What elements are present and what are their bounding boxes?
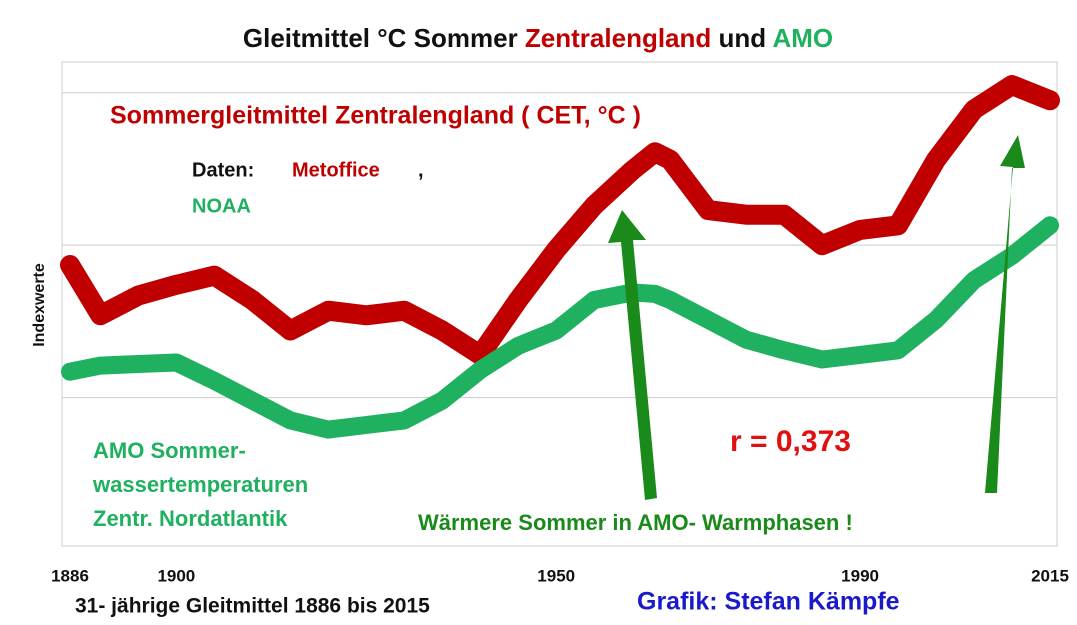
- annotation: Daten:: [192, 159, 254, 181]
- plot-frame: [61, 61, 1058, 547]
- lines: [60, 75, 1060, 439]
- annotation: Metoffice: [292, 159, 380, 181]
- annotation: wassertemperaturen: [92, 472, 308, 497]
- credit: Grafik: Stefan Kämpfe: [637, 588, 900, 616]
- x-tick-label: 1900: [157, 566, 195, 585]
- annotation: NOAA: [192, 195, 251, 217]
- x-tick-label: 1990: [841, 566, 879, 585]
- chart-title: Gleitmittel °C Sommer Zentralengland und…: [243, 23, 833, 53]
- x-tick-label: 1886: [51, 566, 89, 585]
- footer: 31- jährige Gleitmittel 1886 bis 2015: [75, 595, 430, 618]
- y-axis-label: Indexwerte: [31, 263, 48, 347]
- series-line: [61, 216, 1059, 439]
- annotation: ,: [418, 159, 424, 181]
- title-part: Gleitmittel °C Sommer: [243, 23, 518, 53]
- arrow: [985, 135, 1025, 493]
- annotation: Wärmere Sommer in AMO- Warmphasen !: [418, 510, 853, 535]
- series-line: [60, 75, 1060, 365]
- title-part: AMO: [772, 23, 833, 53]
- x-tick-label: 1950: [537, 566, 575, 585]
- annotation: r = 0,373: [730, 425, 851, 458]
- title-part: Zentralengland: [525, 23, 711, 53]
- arrow: [608, 210, 657, 500]
- annotation: Sommergleitmittel Zentralengland ( CET, …: [110, 102, 641, 130]
- annotation: AMO Sommer-: [93, 438, 246, 463]
- x-tick-label: 2015: [1031, 566, 1069, 585]
- title-part: und: [719, 23, 767, 53]
- annotation: Zentr. Nordatlantik: [93, 506, 288, 531]
- arrows: [608, 135, 1025, 500]
